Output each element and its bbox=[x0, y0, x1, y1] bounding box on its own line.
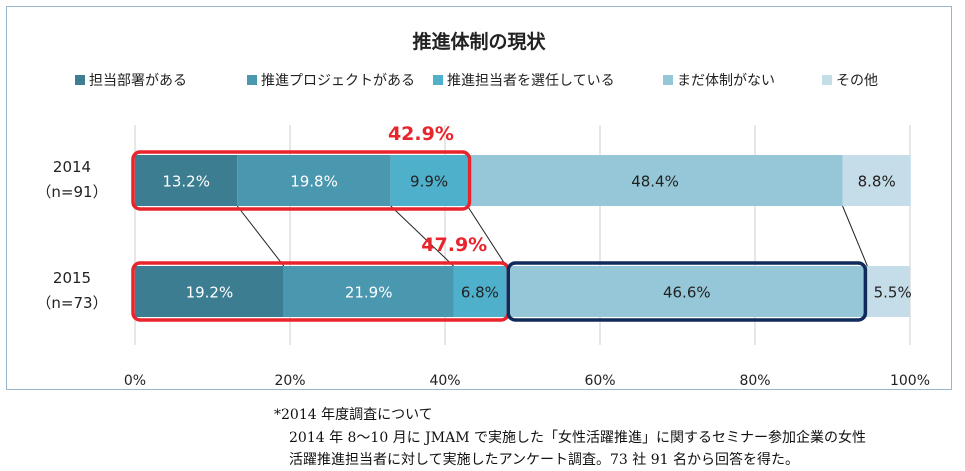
legend-label-3: 推進担当者を選任している bbox=[447, 73, 615, 89]
bar-segment bbox=[506, 266, 868, 317]
bar-segment bbox=[390, 155, 468, 206]
legend-swatch-2 bbox=[247, 75, 257, 85]
total-annotation: 42.9% bbox=[388, 123, 454, 145]
bar-segment bbox=[842, 155, 911, 206]
footnote-heading: *2014 年度調査について bbox=[274, 407, 433, 423]
connector-line bbox=[842, 205, 868, 267]
bar-segment bbox=[467, 155, 843, 206]
legend-swatch-4 bbox=[663, 75, 673, 85]
category-n: （n=91） bbox=[36, 183, 107, 201]
x-tick-label: 0% bbox=[124, 373, 146, 389]
data-label: 6.8% bbox=[461, 284, 499, 302]
category-n: （n=73） bbox=[36, 294, 107, 312]
connector-line bbox=[467, 205, 507, 267]
legend-label-1: 担当部署がある bbox=[89, 73, 187, 89]
legend-label-2: 推進プロジェクトがある bbox=[261, 73, 415, 89]
chart-frame bbox=[6, 6, 952, 390]
bar-segment bbox=[867, 266, 910, 317]
legend-swatch-1 bbox=[75, 75, 85, 85]
data-label: 5.5% bbox=[874, 284, 912, 302]
footnote-line-2: 活躍推進担当者に対して実施したアンケート調査。73 社 91 名から回答を得た。 bbox=[289, 452, 799, 468]
data-label: 21.9% bbox=[345, 284, 393, 302]
total-annotation: 47.9% bbox=[421, 234, 487, 256]
highlight-box-no-system bbox=[506, 261, 868, 322]
bar-segment bbox=[237, 155, 391, 206]
category-year: 2015 bbox=[53, 269, 91, 287]
legend-swatch-3 bbox=[433, 75, 443, 85]
connector-line bbox=[236, 205, 285, 267]
data-label: 19.2% bbox=[186, 284, 234, 302]
x-tick-label: 80% bbox=[739, 373, 770, 389]
bar-segment bbox=[135, 155, 238, 206]
legend-swatch-5 bbox=[822, 75, 832, 85]
category-year: 2014 bbox=[53, 158, 91, 176]
bar-segment bbox=[453, 266, 507, 317]
data-label: 19.8% bbox=[290, 173, 338, 191]
bar-segment bbox=[283, 266, 454, 317]
x-tick-label: 100% bbox=[890, 373, 930, 389]
bar-segment bbox=[135, 266, 284, 317]
chart-title: 推進体制の現状 bbox=[412, 30, 546, 53]
data-label: 8.8% bbox=[858, 173, 896, 191]
data-label: 48.4% bbox=[631, 173, 679, 191]
data-label: 13.2% bbox=[162, 173, 210, 191]
data-label: 9.9% bbox=[410, 173, 448, 191]
legend-label-5: その他 bbox=[836, 73, 878, 89]
x-tick-label: 40% bbox=[429, 373, 460, 389]
x-tick-label: 20% bbox=[274, 373, 305, 389]
x-tick-label: 60% bbox=[584, 373, 615, 389]
highlight-box-2014 bbox=[131, 150, 472, 211]
connector-line bbox=[390, 205, 454, 267]
data-label: 46.6% bbox=[663, 284, 711, 302]
footnote-line-1: 2014 年 8～10 月に JMAM で実施した「女性活躍推進」に関するセミナ… bbox=[289, 430, 866, 446]
legend-label-4: まだ体制がない bbox=[677, 73, 775, 89]
